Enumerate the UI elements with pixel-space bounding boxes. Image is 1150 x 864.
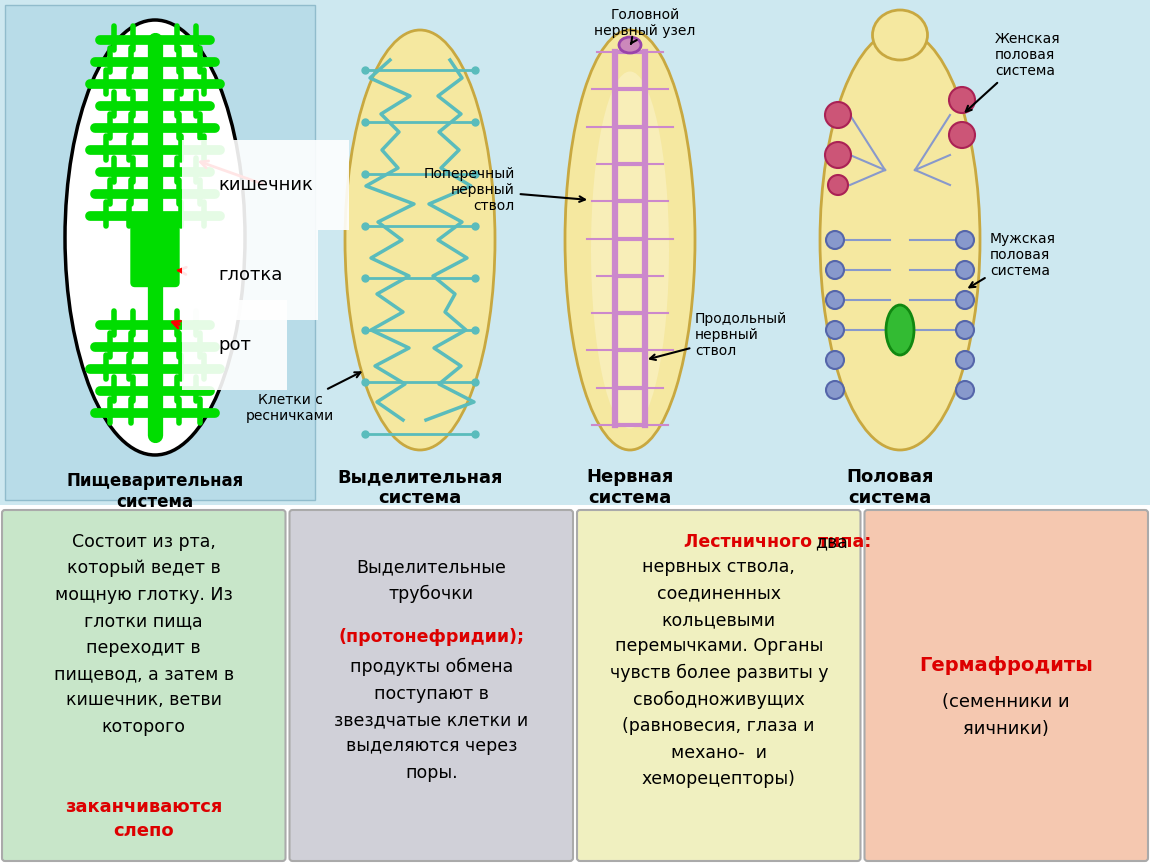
Circle shape bbox=[956, 351, 974, 369]
Circle shape bbox=[956, 261, 974, 279]
Text: (протонефридии);: (протонефридии); bbox=[338, 628, 524, 646]
Bar bbox=[0, 0, 1150, 505]
Text: Выделительная
система: Выделительная система bbox=[337, 468, 503, 507]
Circle shape bbox=[826, 381, 844, 399]
Text: продукты обмена
поступают в
звездчатые клетки и
выделяются через
поры.: продукты обмена поступают в звездчатые к… bbox=[335, 658, 528, 782]
Text: Клетки с
ресничками: Клетки с ресничками bbox=[246, 372, 360, 423]
Text: (семенники и
яичники): (семенники и яичники) bbox=[943, 693, 1070, 738]
Circle shape bbox=[956, 231, 974, 249]
FancyBboxPatch shape bbox=[2, 510, 285, 861]
Circle shape bbox=[949, 87, 975, 113]
Text: рот: рот bbox=[172, 321, 251, 354]
Ellipse shape bbox=[886, 305, 914, 355]
Text: Продольный
нервный
ствол: Продольный нервный ствол bbox=[650, 312, 788, 360]
Text: кишечник: кишечник bbox=[200, 161, 313, 194]
Circle shape bbox=[956, 291, 974, 309]
Ellipse shape bbox=[591, 72, 669, 429]
Text: Половая
система: Половая система bbox=[846, 468, 934, 507]
Circle shape bbox=[826, 321, 844, 339]
Text: Головной
нервный узел: Головной нервный узел bbox=[595, 8, 696, 44]
Text: Лестничного типа:: Лестничного типа: bbox=[684, 533, 872, 551]
Text: Нервная
система: Нервная система bbox=[586, 468, 674, 507]
FancyBboxPatch shape bbox=[290, 510, 573, 861]
Circle shape bbox=[826, 261, 844, 279]
Circle shape bbox=[956, 381, 974, 399]
Ellipse shape bbox=[345, 30, 494, 450]
Text: Пищеварительная
система: Пищеварительная система bbox=[67, 472, 244, 511]
Text: два: два bbox=[814, 533, 848, 551]
Text: Женская
половая
система: Женская половая система bbox=[966, 32, 1060, 111]
Text: Гермафродиты: Гермафродиты bbox=[919, 656, 1094, 675]
Text: Поперечный
нервный
ствол: Поперечный нервный ствол bbox=[423, 167, 585, 213]
Bar bbox=[0, 505, 1150, 864]
Ellipse shape bbox=[66, 20, 245, 455]
Circle shape bbox=[949, 122, 975, 148]
Text: Состоит из рта,
который ведет в
мощную глотку. Из
глотки пища
переходит в
пищево: Состоит из рта, который ведет в мощную г… bbox=[54, 533, 233, 736]
Ellipse shape bbox=[873, 10, 928, 60]
FancyBboxPatch shape bbox=[131, 219, 179, 287]
Circle shape bbox=[826, 291, 844, 309]
Text: Выделительные
трубочки: Выделительные трубочки bbox=[356, 558, 506, 603]
Text: Мужская
половая
система: Мужская половая система bbox=[969, 232, 1056, 288]
Circle shape bbox=[825, 142, 851, 168]
Ellipse shape bbox=[565, 30, 695, 450]
Text: глотка: глотка bbox=[178, 266, 283, 284]
Circle shape bbox=[826, 351, 844, 369]
Circle shape bbox=[825, 102, 851, 128]
Ellipse shape bbox=[820, 30, 980, 450]
FancyBboxPatch shape bbox=[577, 510, 860, 861]
Circle shape bbox=[826, 231, 844, 249]
Circle shape bbox=[956, 321, 974, 339]
Ellipse shape bbox=[619, 37, 641, 53]
Bar bbox=[5, 5, 315, 500]
Text: нервных ствола,
соединенных
кольцевыми
перемычками. Органы
чувств более развиты : нервных ствола, соединенных кольцевыми п… bbox=[610, 558, 828, 788]
Text: заканчиваются
слепо: заканчиваются слепо bbox=[66, 798, 222, 840]
FancyBboxPatch shape bbox=[865, 510, 1148, 861]
Circle shape bbox=[828, 175, 848, 195]
